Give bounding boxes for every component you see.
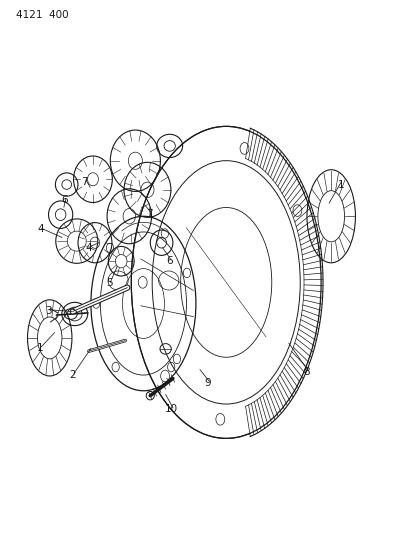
Text: 4: 4 [86, 243, 92, 253]
Text: 6: 6 [61, 196, 68, 205]
Text: 3: 3 [45, 306, 52, 317]
Text: 9: 9 [205, 378, 211, 388]
Text: 4121  400: 4121 400 [16, 10, 69, 20]
Text: 5: 5 [106, 278, 113, 288]
Text: 7: 7 [82, 177, 88, 187]
Text: 1: 1 [338, 180, 345, 190]
Text: 1: 1 [37, 343, 44, 353]
Text: 4: 4 [37, 224, 44, 235]
Text: 2: 2 [69, 370, 76, 380]
Text: 6: 6 [166, 256, 173, 266]
Text: 7: 7 [146, 208, 153, 219]
Text: 8: 8 [304, 367, 310, 377]
Text: 10: 10 [165, 405, 178, 414]
